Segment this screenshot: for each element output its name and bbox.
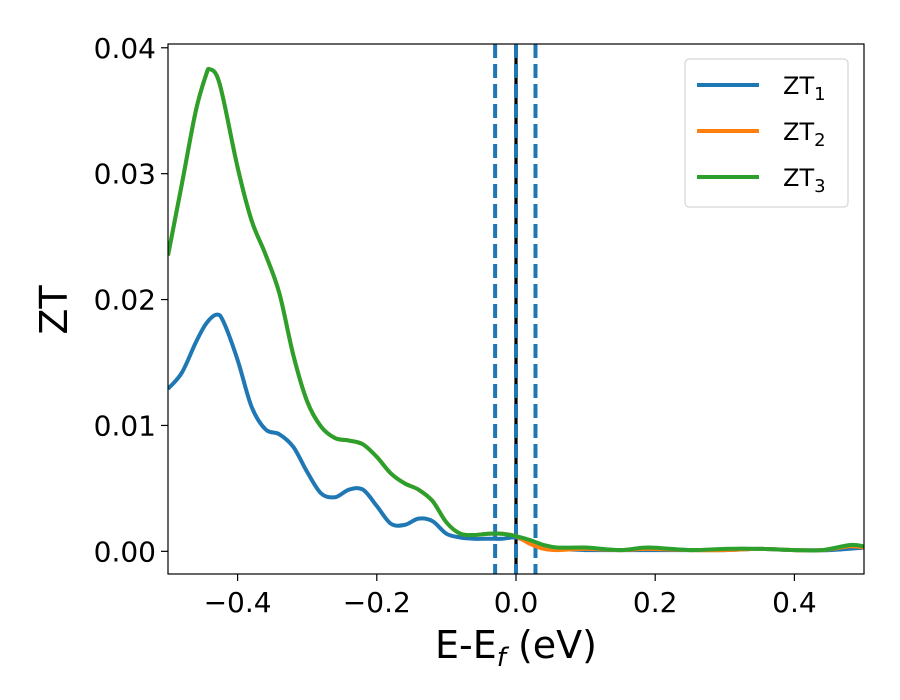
x-tick-label: −0.4 xyxy=(204,586,272,619)
y-tick-label: 0.04 xyxy=(94,32,156,65)
x-tick-label: 0.0 xyxy=(494,586,539,619)
x-tick-label: 0.4 xyxy=(772,586,817,619)
y-axis-ticks: 0.00 0.01 0.02 0.03 0.04 xyxy=(94,32,168,568)
x-tick-label: 0.2 xyxy=(633,586,678,619)
legend: ZT1 ZT2 ZT3 xyxy=(684,58,849,208)
x-axis-label: E-Ef (eV) xyxy=(435,623,597,673)
reference-lines xyxy=(493,44,538,574)
x-axis-ticks: −0.4 −0.2 0.0 0.2 0.4 xyxy=(204,574,817,619)
y-tick-label: 0.00 xyxy=(94,535,156,568)
y-tick-label: 0.03 xyxy=(94,158,156,191)
series-line-3 xyxy=(168,66,864,553)
y-tick-label: 0.01 xyxy=(94,409,156,442)
series-lines xyxy=(168,66,864,553)
y-tick-label: 0.02 xyxy=(94,284,156,317)
legend-box xyxy=(684,58,849,208)
legend-label-1: ZT1 xyxy=(783,72,826,105)
legend-label-2: ZT2 xyxy=(783,118,826,151)
legend-label-3: ZT3 xyxy=(783,164,826,197)
y-axis-label: ZT xyxy=(32,285,76,335)
x-tick-label: −0.2 xyxy=(343,586,411,619)
